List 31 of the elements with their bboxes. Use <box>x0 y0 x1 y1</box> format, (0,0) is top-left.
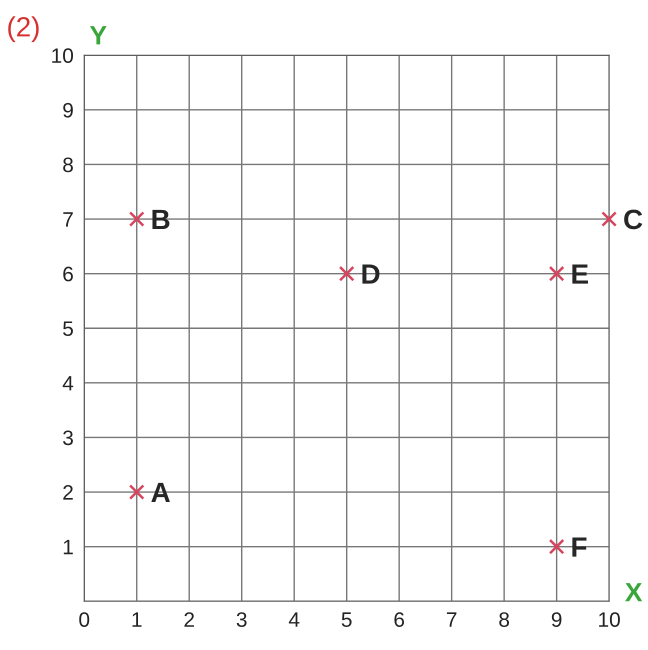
y-tick-label: 4 <box>62 376 74 390</box>
point <box>338 266 355 282</box>
x-tick-label: 4 <box>288 612 300 627</box>
x-axis-title: X <box>625 583 642 602</box>
x-tick-label: 1 <box>132 612 142 627</box>
y-tick-label: 2 <box>63 485 73 500</box>
x-tick-label: 2 <box>184 612 194 627</box>
y-tick-label: 9 <box>63 102 73 118</box>
y-tick-label: 5 <box>63 321 73 336</box>
x-tick-label: 5 <box>342 612 352 627</box>
y-tick-label: 6 <box>63 266 73 282</box>
text: (2) <box>8 16 39 42</box>
y-tick-label: 10 <box>52 48 74 64</box>
point <box>548 266 564 282</box>
y-tick-label: 8 <box>63 157 73 172</box>
x-tick-label: 9 <box>552 612 562 627</box>
y-tick-label: 1 <box>64 540 73 554</box>
point <box>128 211 145 227</box>
x-tick-label: 6 <box>394 612 404 627</box>
y-tick-label: 3 <box>63 430 73 446</box>
y-tick-label: 7 <box>63 212 73 227</box>
y-axis-title: Y <box>90 26 107 44</box>
x-tick-label: 10 <box>599 612 620 627</box>
x-tick-label: 3 <box>236 612 247 627</box>
annotation: C <box>624 210 642 230</box>
point <box>601 211 617 227</box>
x-tick-label: 0 <box>79 612 90 627</box>
x-tick-label: 8 <box>499 612 510 627</box>
point <box>548 538 564 554</box>
point <box>128 484 145 500</box>
x-tick-label: 7 <box>446 612 456 627</box>
